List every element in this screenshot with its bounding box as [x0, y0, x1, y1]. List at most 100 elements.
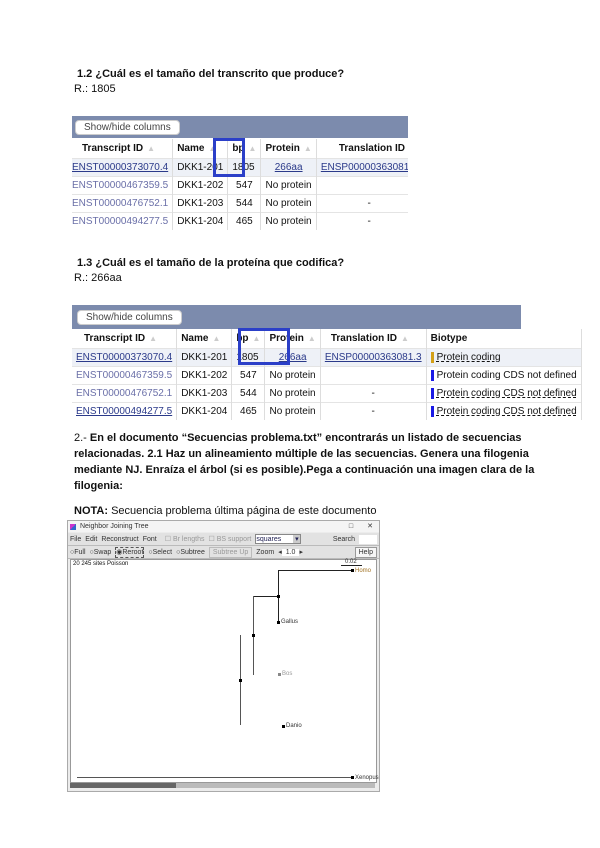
help-button[interactable]: Help — [354, 546, 377, 558]
br-lengths-checkbox[interactable]: ☐ Br lengths — [164, 535, 205, 543]
leaf-label: Bos — [282, 671, 293, 677]
mode-swap-radio[interactable]: ○Swap — [89, 548, 112, 556]
transcript-link[interactable]: ENST00000467359.5 — [72, 366, 178, 385]
translation-link[interactable]: ENSP00000363081.3 — [316, 158, 408, 177]
node-shape-select[interactable]: squares ▾ — [255, 534, 302, 544]
leaf-node[interactable] — [351, 776, 354, 779]
leaf-label: Homo — [355, 568, 372, 574]
tree-branch — [253, 596, 279, 597]
protein-cell: No protein — [264, 384, 321, 403]
bp-highlight-box — [213, 138, 245, 177]
leaf-node[interactable] — [351, 569, 354, 572]
biotype-marker — [430, 405, 434, 417]
leaf-node[interactable] — [278, 673, 281, 676]
mode-full-radio[interactable]: ○Full — [70, 548, 86, 556]
transcript-table-2: Transcript ID ▲ Name ▲ bp ▲ Protein ▲ Transl… — [72, 329, 582, 420]
mode-toolbar: ○Full ○Swap ◉Reroot ○Select ○Subtree Sub… — [68, 546, 379, 559]
close-icon[interactable]: ✕ — [367, 523, 373, 530]
mode-reroot-radio[interactable]: ◉Reroot — [115, 546, 145, 558]
answer-1-3: R.: 266aa — [74, 272, 122, 284]
transcript-link[interactable]: ENST00000494277.5 — [72, 402, 178, 420]
subtree-up-button[interactable]: Subtree Up — [208, 546, 253, 558]
answer-1-2: R.: 1805 — [74, 83, 116, 95]
table-row: ENST00000494277.5 DKK1-204 465 No protei… — [72, 212, 408, 230]
menu-edit[interactable]: Edit — [85, 535, 98, 543]
transcript-link[interactable]: ENST00000373070.4 — [72, 158, 174, 177]
leaf-node[interactable] — [277, 621, 280, 624]
zoom-stepper[interactable]: ◂ 1.0 ▸ — [278, 548, 303, 556]
bp-cell: 547 — [231, 366, 266, 385]
protein-cell: No protein — [260, 176, 317, 195]
biotype-cell: Protein coding CDS not defined — [426, 384, 582, 403]
leaf-label: Xenopus — [355, 775, 379, 781]
leaf-label: Danio — [286, 723, 302, 729]
transcript-link[interactable]: ENST00000467359.5 — [72, 176, 174, 195]
bs-support-checkbox[interactable]: ☐ BS support — [208, 535, 252, 543]
bp-cell: 547 — [227, 176, 262, 195]
col-transcript-id[interactable]: Transcript ID ▲ — [72, 329, 178, 349]
zoom-label: Zoom — [256, 548, 275, 556]
name-cell: DKK1-203 — [176, 384, 233, 403]
question-1-3: 1.3 ¿Cuál es el tamaño de la proteína qu… — [77, 257, 345, 269]
bp-cell: 465 — [227, 212, 262, 230]
col-biotype[interactable]: Biotype — [426, 329, 582, 349]
chevron-down-icon: ▾ — [293, 535, 301, 543]
biotype-cell: Protein coding CDS not defined — [426, 402, 582, 420]
table-header: Transcript ID ▲ Name ▲ bp ▲ Protein ▲ Transl… — [72, 329, 582, 349]
col-protein[interactable]: Protein ▲ — [260, 139, 317, 159]
menu-font[interactable]: Font — [142, 535, 157, 543]
window-title: Neighbor Joining Tree — [80, 523, 149, 530]
translation-cell — [320, 366, 427, 385]
mode-subtree-radio[interactable]: ○Subtree — [176, 548, 205, 556]
leaf-label: Gallus — [281, 619, 299, 625]
biotype-marker — [430, 351, 434, 363]
title-bar: Neighbor Joining Tree □ ✕ — [68, 521, 379, 532]
internal-node[interactable] — [277, 595, 280, 598]
translation-cell: - — [316, 194, 408, 213]
note-label: NOTA: — [74, 505, 109, 517]
col-protein[interactable]: Protein ▲ — [264, 329, 321, 349]
show-hide-columns-button[interactable]: Show/hide columns — [77, 310, 182, 325]
show-hide-columns-button[interactable]: Show/hide columns — [75, 120, 180, 135]
transcript-link[interactable]: ENST00000373070.4 — [72, 348, 178, 367]
biotype-marker — [430, 387, 434, 399]
transcript-link[interactable]: ENST00000476752.1 — [72, 194, 174, 213]
transcript-link[interactable]: ENST00000476752.1 — [72, 384, 178, 403]
tree-canvas: 20 245 sites Poisson 0.02 Homo Gallus Bo… — [70, 559, 379, 783]
note-text: Secuencia problema última página de este… — [108, 505, 377, 517]
scrollbar-thumb[interactable] — [70, 783, 176, 788]
name-cell: DKK1-204 — [176, 402, 233, 420]
scale-bar-label: 0.02 — [345, 559, 357, 565]
horizontal-scrollbar[interactable] — [70, 783, 375, 788]
scale-bar — [341, 565, 362, 566]
protein-link[interactable]: 266aa — [260, 158, 317, 177]
biotype-label: Protein coding — [436, 352, 501, 364]
translation-cell: - — [316, 212, 408, 230]
internal-node[interactable] — [239, 679, 242, 682]
col-transcript-id[interactable]: Transcript ID ▲ — [72, 139, 174, 159]
name-cell: DKK1-204 — [172, 212, 229, 230]
bp-cell: 544 — [231, 384, 266, 403]
leaf-node[interactable] — [282, 725, 285, 728]
tree-window-screenshot: Neighbor Joining Tree □ ✕ File Edit Reco… — [67, 520, 380, 792]
question-1-2: 1.2 ¿Cuál es el tamaño del transcrito qu… — [77, 68, 345, 80]
search-input[interactable] — [359, 534, 377, 544]
menu-reconstruct[interactable]: Reconstruct — [101, 535, 139, 543]
table-row: ENST00000494277.5 DKK1-204 465 No protei… — [72, 402, 582, 420]
internal-node[interactable] — [252, 634, 255, 637]
menu-file[interactable]: File — [70, 535, 82, 543]
protein-cell: No protein — [260, 194, 317, 213]
mode-select-radio[interactable]: ○Select — [148, 548, 173, 556]
col-translation-id[interactable]: Translation ID▲ — [316, 139, 408, 159]
translation-link[interactable]: ENSP00000363081.3 — [320, 348, 427, 367]
protein-cell: No protein — [260, 212, 317, 230]
maximize-icon[interactable]: □ — [348, 523, 354, 530]
col-name[interactable]: Name ▲ — [176, 329, 233, 349]
table-row: ENST00000373070.4 DKK1-201 1805 266aa EN… — [72, 348, 582, 367]
table-row: ENST00000476752.1 DKK1-203 544 No protei… — [72, 384, 582, 403]
search-label: Search — [332, 535, 355, 543]
transcript-link[interactable]: ENST00000494277.5 — [72, 212, 174, 230]
col-translation-id[interactable]: Translation ID▲ — [320, 329, 427, 349]
biotype-marker — [430, 369, 434, 381]
